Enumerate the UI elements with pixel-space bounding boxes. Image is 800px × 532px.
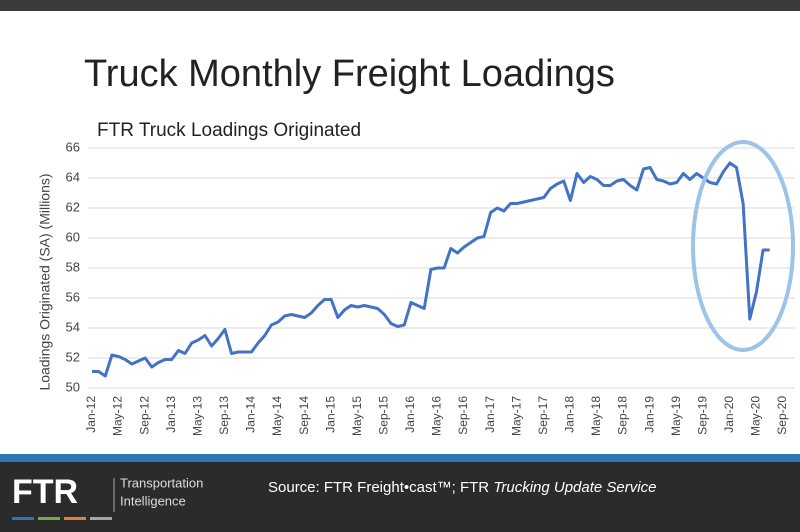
x-tick-label: Jan-13	[164, 396, 178, 433]
x-tick-label: Sep-15	[377, 396, 391, 435]
x-tick-label: May-18	[589, 396, 603, 436]
logo-accent	[12, 517, 34, 520]
x-tick-label: May-17	[509, 396, 523, 436]
x-tick-label: Jan-20	[722, 396, 736, 433]
x-tick-label: Jan-12	[84, 396, 98, 433]
x-tick-label: May-12	[111, 396, 125, 436]
y-tick-label: 52	[66, 349, 80, 364]
x-tick-label: Sep-16	[456, 396, 470, 435]
footer-bar	[0, 462, 800, 532]
x-tick-label: May-14	[270, 396, 284, 436]
y-tick-label: 58	[66, 259, 80, 274]
x-tick-label: Sep-19	[695, 396, 709, 435]
x-tick-label: Jan-18	[563, 396, 577, 433]
source-text: Source: FTR Freight•cast™; FTR	[268, 479, 489, 496]
x-tick-label: Jan-14	[244, 396, 258, 433]
x-tick-label: May-19	[669, 396, 683, 436]
logo-accent	[38, 517, 60, 520]
x-tick-label: Sep-14	[297, 396, 311, 435]
footer-stripe	[0, 454, 800, 462]
plot: 50 52 54 56 58 60 62 64 66 Jan-12 May-12 Sep-12 Jan-…	[66, 139, 795, 436]
x-tick-label: May-13	[190, 396, 204, 436]
top-bar	[0, 0, 800, 11]
data-line	[92, 161, 770, 378]
x-tick-label: Sep-17	[536, 396, 550, 435]
highlight-ellipse	[691, 140, 795, 352]
y-tick-label: 56	[66, 289, 80, 304]
source-text-italic: Trucking Update Service	[493, 479, 656, 496]
x-tick-label: Sep-20	[775, 396, 789, 435]
chart-subtitle: FTR Truck Loadings Originated	[97, 120, 361, 141]
x-tick-label: Sep-18	[616, 396, 630, 435]
y-tick-label: 60	[66, 229, 80, 244]
slide-title: Truck Monthly Freight Loadings	[84, 53, 615, 95]
logo-accent	[64, 517, 86, 520]
logo-accent	[90, 517, 112, 520]
x-tick-label: May-20	[749, 396, 763, 436]
x-tick-label: May-16	[430, 396, 444, 436]
x-tick-label: Sep-13	[217, 396, 231, 435]
y-tick-label: 64	[66, 169, 80, 184]
source-note: Source: FTR Freight•cast™; FTR Trucking …	[268, 479, 656, 496]
x-tick-label: Sep-12	[137, 396, 151, 435]
y-tick-label: 66	[66, 139, 80, 154]
y-tick-label: 62	[66, 199, 80, 214]
x-tick-label: Jan-15	[323, 396, 337, 433]
x-tick-label: May-15	[350, 396, 364, 436]
y-tick-label: 50	[66, 379, 80, 394]
y-tick-label: 54	[66, 319, 80, 334]
x-tick-label: Jan-16	[403, 396, 417, 433]
logo-tagline: Intelligence	[120, 493, 186, 508]
logo: FTR	[12, 473, 78, 511]
y-axis-label: Loadings Originated (SA) (Millions)	[37, 173, 53, 390]
x-tick-label: Jan-17	[483, 396, 497, 433]
logo-tagline: Transportation	[120, 475, 203, 490]
x-tick-label: Jan-19	[642, 396, 656, 433]
